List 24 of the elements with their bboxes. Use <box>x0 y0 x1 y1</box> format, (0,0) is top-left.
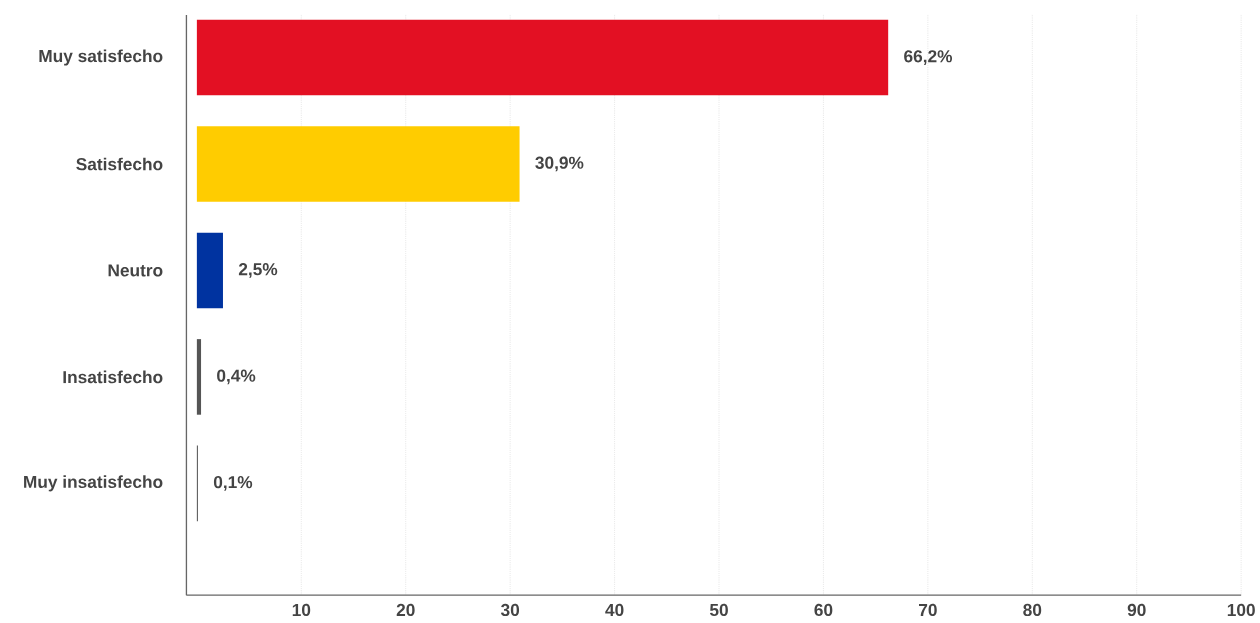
x-tick-label: 40 <box>605 603 624 617</box>
x-tick-label: 30 <box>500 603 520 617</box>
y-tick-label: Neutro <box>108 264 163 277</box>
data-label: 30,9% <box>535 156 584 172</box>
x-tick-label: 70 <box>919 603 937 617</box>
x-tick-label: 100 <box>1227 603 1255 617</box>
x-tick-label: 50 <box>709 603 728 617</box>
data-label: 0,1% <box>213 475 253 491</box>
y-tick-label: Satisfecho <box>76 157 163 171</box>
y-tick-label: Insatisfecho <box>63 370 163 384</box>
x-tick-label: 20 <box>396 603 415 617</box>
bar <box>196 232 223 309</box>
y-tick-label: Muy satisfecho <box>39 49 163 66</box>
bar <box>196 126 520 202</box>
x-tick-label: 10 <box>292 603 311 617</box>
x-tick-label: 90 <box>1127 603 1146 617</box>
data-label: 0,4% <box>217 369 256 385</box>
x-tick-label: 60 <box>814 603 833 617</box>
data-label: 66,2% <box>904 50 953 65</box>
bar <box>196 339 202 415</box>
data-label: 2,5% <box>238 263 278 278</box>
x-tick-label: 80 <box>1023 603 1042 617</box>
bar <box>196 19 889 96</box>
y-tick-label: Muy insatisfecho <box>24 475 163 492</box>
